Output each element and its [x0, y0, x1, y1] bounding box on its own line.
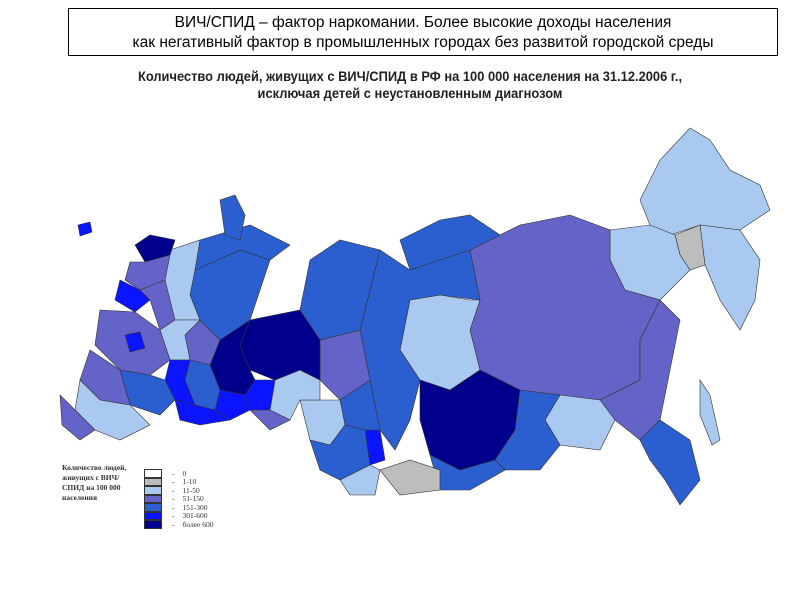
legend-swatch — [144, 477, 162, 486]
legend-swatch — [144, 469, 162, 478]
region-altai-rep — [339, 464, 381, 496]
region-primorye — [639, 419, 701, 506]
map-legend: Количество людей, живущих с ВИЧ/СПИД на … — [62, 463, 232, 529]
region-chita — [494, 389, 561, 471]
legend-swatch — [144, 511, 162, 520]
slide-header: ВИЧ/СПИД – фактор наркомании. Более высо… — [68, 8, 778, 56]
legend-label: 11-50 — [182, 485, 200, 495]
region-caucasus — [59, 394, 96, 441]
legend-label: 0 — [182, 468, 187, 478]
region-moscow — [124, 331, 146, 353]
region-orenburg — [174, 399, 231, 426]
european-regions — [59, 194, 291, 441]
legend-title: Количество людей, живущих с ВИЧ/СПИД на … — [62, 463, 127, 502]
header-line-2: как негативный фактор в промышленных гор… — [132, 34, 714, 51]
region-chukotka — [639, 127, 771, 236]
region-kamchatka — [699, 224, 761, 331]
legend-label: 301-600 — [182, 511, 208, 521]
legend-item: -11-50 — [144, 486, 214, 495]
region-kaliningrad — [77, 221, 93, 237]
siberia-regions — [269, 214, 561, 496]
legend-item: - более 600 — [144, 520, 214, 529]
region-novaya-zemlya — [219, 194, 246, 241]
legend-item: -51-150 — [144, 494, 214, 504]
legend-item: -0 — [144, 469, 214, 478]
region-kurgan — [249, 409, 291, 431]
map-title-line-1: Количество людей, живущих с ВИЧ/СПИД в Р… — [137, 68, 683, 84]
legend-item: -301-600 — [144, 511, 214, 521]
legend-label: 151-300 — [182, 502, 208, 512]
region-leningrad — [114, 279, 151, 313]
legend-swatch — [144, 486, 162, 495]
region-murmansk — [134, 234, 176, 263]
map-title: Количество людей, живущих с ВИЧ/СПИД в Р… — [88, 68, 732, 102]
legend-item: -151-300 — [144, 503, 214, 512]
legend-label: более 600 — [182, 519, 214, 529]
region-altai — [309, 424, 371, 481]
far-east-regions — [469, 127, 771, 506]
legend-swatch — [144, 503, 162, 512]
ural-regions — [209, 239, 381, 431]
region-sakhalin — [699, 379, 721, 446]
legend-swatch — [144, 520, 162, 529]
map-title-line-2: исключая детей с неустановленным диагноз… — [257, 85, 563, 101]
legend-label: 1-10 — [182, 477, 197, 487]
header-line-1: ВИЧ/СПИД – фактор наркомании. Более высо… — [174, 14, 672, 31]
region-tuva — [379, 459, 441, 496]
legend-label: 51-150 — [182, 494, 204, 504]
legend-swatches: -0 -1-10 -11-50 -51-150 -151-300 -301-60… — [144, 469, 214, 529]
legend-swatch — [144, 494, 162, 503]
legend-item: -1-10 — [144, 477, 214, 487]
